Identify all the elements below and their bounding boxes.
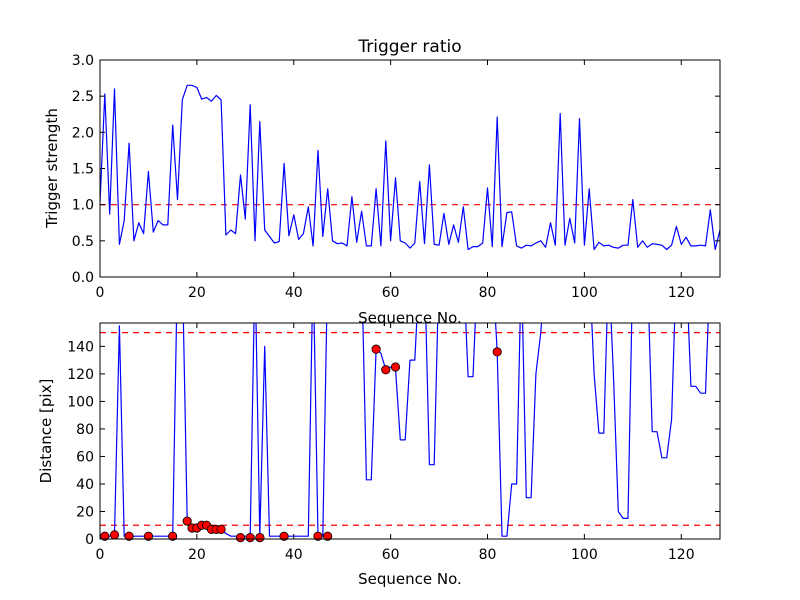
marker-point-14 <box>245 533 255 543</box>
marker-point-2 <box>124 531 134 541</box>
x-tick-label: 80 <box>479 547 497 563</box>
top-y-axis-label: Trigger strength <box>43 108 61 229</box>
marker-point-20 <box>381 365 391 375</box>
chart-title: Trigger ratio <box>357 37 461 57</box>
x-tick-label: 60 <box>382 285 400 301</box>
bottom-x-ticks: 0 20 40 60 80 100 120 <box>96 323 695 563</box>
y-tick-label: 1.5 <box>72 162 94 178</box>
series-line-0 <box>100 84 720 251</box>
marker-point-21 <box>390 362 401 372</box>
y-tick-label: 3.0 <box>72 53 94 69</box>
top-axes-frame <box>99 59 721 278</box>
marker-point-18 <box>323 531 333 541</box>
y-tick-label: 0.5 <box>72 234 94 250</box>
y-tick-label: 0 <box>85 532 94 548</box>
marker-point-19 <box>371 344 381 354</box>
bottom-x-axis-label: Sequence No. <box>358 570 462 588</box>
marker-point-15 <box>255 533 265 543</box>
x-tick-label: 120 <box>668 285 695 301</box>
top-plot-area <box>100 84 720 251</box>
x-tick-label: 0 <box>96 547 105 563</box>
x-tick-label: 80 <box>479 285 497 301</box>
bottom-axes-frame <box>99 322 721 540</box>
y-tick-label: 60 <box>76 449 94 465</box>
y-tick-label: 120 <box>67 367 94 383</box>
marker-point-22 <box>492 347 502 357</box>
marker-point-5 <box>182 516 192 526</box>
x-tick-label: 20 <box>188 285 206 301</box>
bottom-y-axis-label: Distance [pix] <box>37 379 55 484</box>
y-tick-label: 100 <box>67 394 94 410</box>
x-tick-label: 60 <box>382 547 400 563</box>
marker-point-4 <box>168 531 178 541</box>
marker-point-16 <box>279 531 289 541</box>
bottom-markers <box>100 344 502 543</box>
bottom-plot-area <box>100 323 709 537</box>
y-tick-label: 2.0 <box>72 125 94 141</box>
bottom-y-ticks: 0 20 40 60 80 100 120 140 <box>67 339 720 548</box>
marker-point-12 <box>216 524 226 534</box>
x-tick-label: 100 <box>571 547 598 563</box>
y-tick-label: 80 <box>76 422 94 438</box>
marker-point-1 <box>109 530 120 540</box>
distance-chart: 0 20 40 60 80 100 120 0 20 40 60 80 100 120 140 Seque… <box>37 322 721 588</box>
x-tick-label: 120 <box>668 547 695 563</box>
marker-point-13 <box>235 533 246 543</box>
y-tick-label: 140 <box>67 339 94 355</box>
y-tick-label: 0.0 <box>72 270 94 286</box>
x-tick-label: 0 <box>96 285 105 301</box>
x-tick-label: 20 <box>188 547 206 563</box>
top-y-ticks: 0.0 0.5 1.0 1.5 2.0 2.5 3.0 <box>72 53 720 286</box>
y-tick-label: 1.0 <box>72 198 94 214</box>
top-x-axis-label: Sequence No. <box>358 309 462 327</box>
y-tick-label: 2.5 <box>72 89 94 105</box>
series-line-0 <box>100 323 709 537</box>
y-tick-label: 20 <box>76 504 94 520</box>
x-tick-label: 40 <box>285 547 303 563</box>
marker-point-17 <box>313 531 323 541</box>
marker-point-0 <box>100 531 110 541</box>
y-tick-label: 40 <box>76 477 94 493</box>
x-tick-label: 100 <box>571 285 598 301</box>
marker-point-3 <box>143 531 154 541</box>
top-x-ticks: 0 20 40 60 80 100 120 <box>96 60 695 301</box>
trigger-ratio-chart: Trigger ratio 0 20 40 60 80 100 120 0.0 0.5 1.0 1… <box>43 37 721 327</box>
x-tick-label: 40 <box>285 285 303 301</box>
